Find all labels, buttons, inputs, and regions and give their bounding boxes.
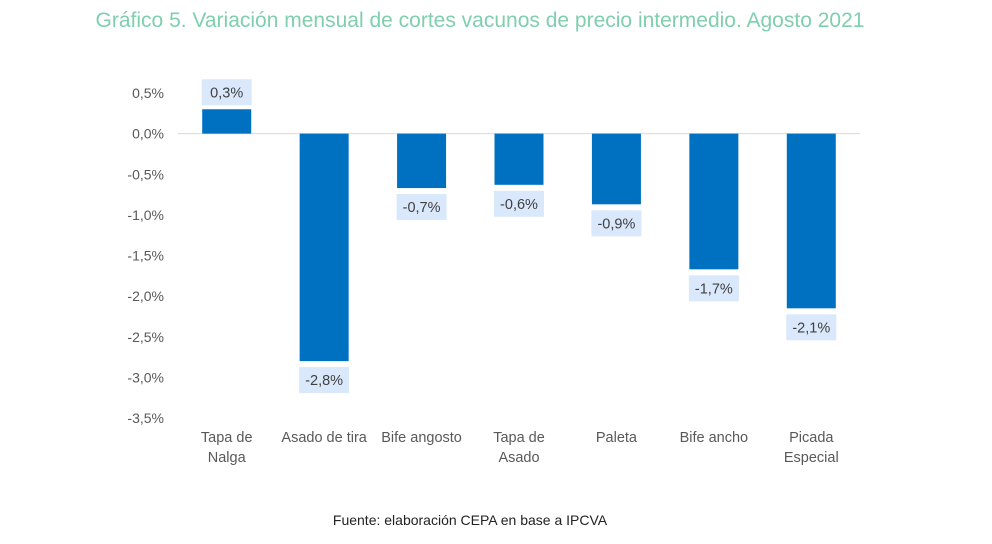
data-label-box — [396, 194, 447, 221]
data-label-box — [299, 367, 350, 394]
y-tick-label: 0,0% — [132, 126, 164, 142]
data-label-box — [786, 314, 837, 341]
x-category-label: Nalga — [208, 450, 247, 466]
x-category-label: Asado de tira — [281, 430, 367, 446]
x-category-label: Bife angosto — [381, 430, 462, 446]
x-category-label: Paleta — [596, 430, 638, 446]
chart-source-note: Fuente: elaboración CEPA en base a IPCVA — [332, 512, 608, 528]
bar — [591, 133, 641, 205]
bar — [299, 133, 349, 362]
bar — [494, 133, 544, 185]
y-tick-label: -1,5% — [127, 248, 164, 264]
data-label-box — [591, 210, 642, 237]
data-label: 0,3% — [210, 85, 243, 101]
y-tick-label: -2,5% — [127, 329, 164, 345]
bar — [202, 109, 252, 134]
data-label: -2,8% — [305, 373, 343, 389]
y-tick-label: -3,0% — [127, 369, 164, 385]
bar — [397, 133, 447, 189]
data-labels-group: 0,3% -2,8% -0,7% -0,6% -0,9% -1,7% -2,1% — [201, 79, 837, 394]
y-tick-label: 0,5% — [132, 85, 164, 101]
y-axis: 0,5% 0,0% -0,5% -1,0% -1,5% -2,0% -2,5% -3,0% -3… — [127, 85, 164, 426]
data-label: -0,6% — [500, 197, 538, 213]
x-category-label: Tapa de — [493, 430, 545, 446]
x-category-label: Asado — [498, 450, 539, 466]
y-tick-label: -3,5% — [127, 410, 164, 426]
bar — [786, 133, 836, 309]
x-category-label: Especial — [784, 450, 839, 466]
bars-group — [202, 109, 836, 362]
y-tick-label: -2,0% — [127, 288, 164, 304]
data-label: -2,1% — [792, 320, 830, 336]
data-label-box — [494, 190, 544, 217]
data-label: -1,7% — [695, 281, 733, 297]
data-label: -0,7% — [403, 200, 441, 216]
data-label-box — [201, 79, 252, 106]
x-category-label: Picada — [789, 430, 834, 446]
y-tick-label: -0,5% — [127, 166, 164, 182]
x-category-label: Tapa de — [201, 430, 253, 446]
bar — [689, 133, 739, 270]
chart-title: Gráfico 5. Variación mensual de cortes v… — [95, 9, 865, 32]
x-axis: Tapa de Nalga Asado de tira Bife angosto Tap… — [201, 430, 839, 466]
data-label: -0,9% — [597, 216, 635, 232]
x-category-label: Bife ancho — [680, 430, 749, 446]
y-tick-label: -1,0% — [127, 207, 164, 223]
data-label-box — [688, 275, 739, 302]
